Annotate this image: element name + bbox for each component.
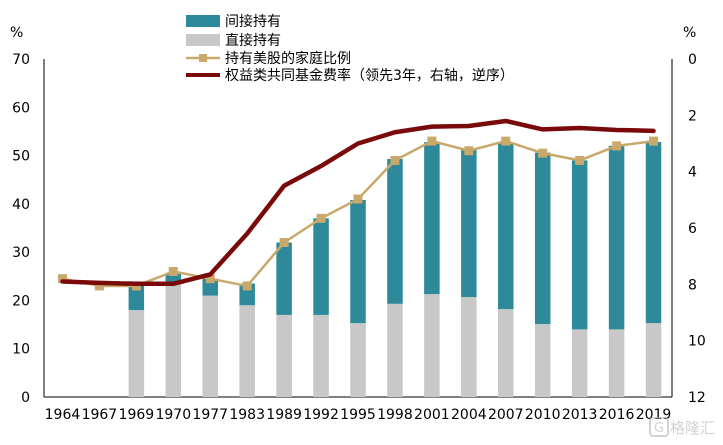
bar-direct: [350, 323, 366, 397]
legend: 间接持有 直接持有 持有美股的家庭比例 权益类共同基金费率（领先3年，右轴，逆序…: [186, 13, 514, 84]
g-logo-letter: G: [654, 421, 664, 436]
bar-direct: [387, 303, 403, 397]
left-tick-label: 60: [12, 100, 30, 116]
bar-indirect: [534, 152, 551, 325]
legend-swatch-direct: [186, 34, 220, 46]
right-tick-label: 6: [688, 221, 697, 237]
left-tick-label: 70: [12, 52, 30, 68]
right-axis-unit: %: [683, 25, 696, 41]
x-tick-label: 1977: [192, 407, 228, 423]
left-tick-label: 30: [12, 245, 30, 261]
x-tick-label: 2007: [488, 407, 524, 423]
x-tick-label: 1992: [303, 407, 339, 423]
bar-indirect: [424, 142, 440, 295]
x-tick-label: 1995: [340, 407, 376, 423]
bar-direct: [534, 324, 551, 397]
legend-swatch-indirect: [186, 15, 220, 27]
bar-direct: [239, 305, 255, 397]
left-tick-label: 40: [12, 197, 30, 213]
bar-direct: [498, 309, 514, 397]
marker-households: [538, 148, 548, 158]
left-axis-unit: %: [10, 25, 23, 41]
marker-households: [501, 136, 511, 146]
x-tick-label: 1969: [119, 407, 155, 423]
legend-swatch-households-marker: [199, 54, 207, 62]
right-tick-label: 4: [688, 165, 697, 181]
legend-label-fee: 权益类共同基金费率（领先3年，右轴，逆序）: [225, 67, 514, 84]
bar-indirect: [128, 285, 145, 311]
marker-households: [94, 281, 104, 291]
x-tick-label: 1964: [45, 407, 81, 423]
right-tick-label: 2: [688, 108, 697, 124]
bar-indirect: [313, 218, 329, 315]
x-tick-label: 2013: [562, 407, 598, 423]
x-tick-label: 2001: [414, 407, 450, 423]
marker-households: [464, 146, 474, 156]
g-logo-icon: [649, 417, 669, 437]
right-tick-label: 10: [688, 334, 706, 350]
left-tick-label: 50: [12, 149, 30, 165]
x-tick-label: 1967: [82, 407, 118, 423]
bar-direct: [313, 314, 329, 397]
marker-households: [353, 194, 363, 204]
marker-households: [168, 266, 178, 276]
left-tick-label: 0: [21, 390, 30, 406]
bar-direct: [645, 323, 662, 397]
bar-direct: [608, 329, 625, 397]
right-tick-label: 12: [688, 390, 706, 406]
bar-direct: [276, 314, 292, 397]
right-tick-label: 8: [688, 277, 697, 293]
bar-indirect: [461, 149, 477, 298]
marker-households: [390, 155, 400, 165]
left-tick-label: 20: [12, 293, 30, 309]
bar-indirect: [350, 199, 366, 324]
bar-direct: [461, 297, 477, 397]
left-tick-labels: 0 10 20 30 40 50 60 70: [12, 52, 30, 406]
marker-households: [205, 274, 215, 284]
watermark: G 格隆汇: [649, 417, 715, 437]
x-tick-label: 1970: [155, 407, 191, 423]
bar-indirect: [571, 160, 588, 330]
legend-label-indirect: 间接持有: [225, 13, 281, 30]
right-tick-labels: 0 2 4 6 8 10 12: [688, 52, 706, 406]
bar-indirect: [608, 145, 625, 330]
bar-direct: [424, 294, 440, 397]
bar-indirect: [276, 242, 292, 315]
right-tick-label: 0: [688, 52, 697, 68]
marker-households: [612, 141, 622, 151]
marker-households: [575, 155, 585, 165]
marker-households: [316, 213, 326, 223]
x-tick-labels: 1964 1967 1969 1970 1977 1983 1989 1992 1995 1998…: [45, 407, 672, 423]
x-tick-label: 2016: [599, 407, 635, 423]
bar-indirect: [645, 142, 662, 324]
marker-households: [242, 281, 252, 291]
left-tick-label: 10: [12, 342, 30, 358]
lines: [57, 118, 659, 291]
bar-direct: [165, 283, 182, 397]
marker-households: [57, 274, 67, 284]
bar-indirect: [498, 142, 514, 310]
x-tick-label: 2004: [451, 407, 487, 423]
bar-direct: [571, 329, 588, 397]
bar-indirect: [387, 158, 403, 304]
x-tick-label: 1989: [266, 407, 302, 423]
watermark-text: 格隆汇: [670, 419, 715, 437]
line-fee: [60, 118, 656, 287]
bar-indirect: [165, 273, 182, 284]
legend-label-direct: 直接持有: [225, 32, 281, 49]
marker-households: [427, 136, 437, 146]
bar-direct: [202, 295, 218, 397]
marker-households: [649, 136, 659, 146]
bars: [128, 142, 662, 397]
x-tick-label: 1983: [229, 407, 265, 423]
bar-direct: [128, 310, 145, 397]
legend-label-households: 持有美股的家庭比例: [225, 50, 351, 67]
marker-households: [279, 237, 289, 247]
x-tick-label: 1998: [377, 407, 413, 423]
x-tick-label: 2010: [525, 407, 561, 423]
